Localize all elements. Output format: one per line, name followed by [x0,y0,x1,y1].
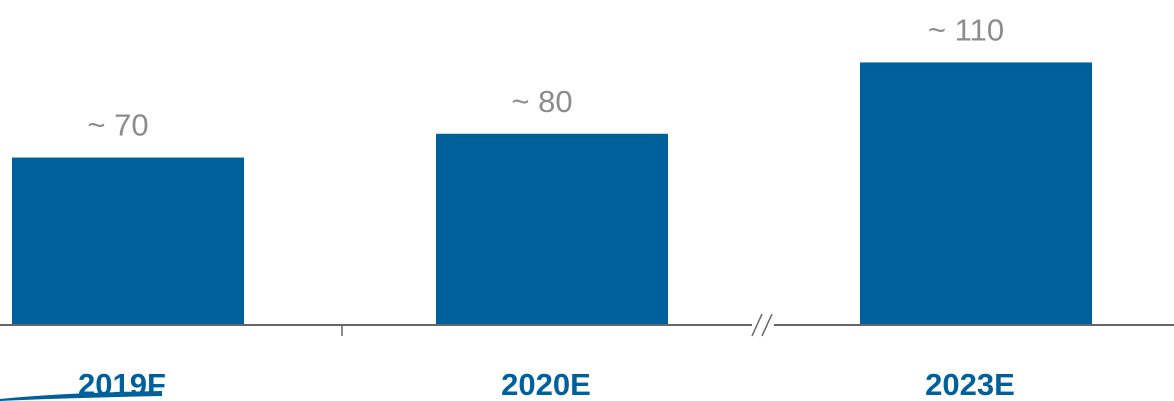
value-label-2019F: ~ 70 [87,108,148,143]
bars-group [12,62,1092,325]
axis-break-gap [752,314,774,336]
axis-break-slash-right [761,313,773,337]
category-label-2020E: 2020E [501,367,591,401]
bar-2020E [436,133,668,324]
bar-2019F [12,157,244,324]
category-label-2023E: 2023E [925,367,1015,401]
x-axis [0,313,1174,337]
value-label-2023E: ~ 110 [928,12,1004,47]
value-label-2020E: ~ 80 [511,84,572,119]
axis-break-marker [751,313,774,337]
decorative-accent [0,391,162,401]
decorative-swoosh [0,391,162,401]
bar-2023E [860,62,1092,325]
axis-break-slash-left [751,313,763,337]
value-labels-group: ~ 70 ~ 80 ~ 110 [87,12,1004,142]
category-labels-group: 2019F 2020E 2023E [78,367,1015,401]
